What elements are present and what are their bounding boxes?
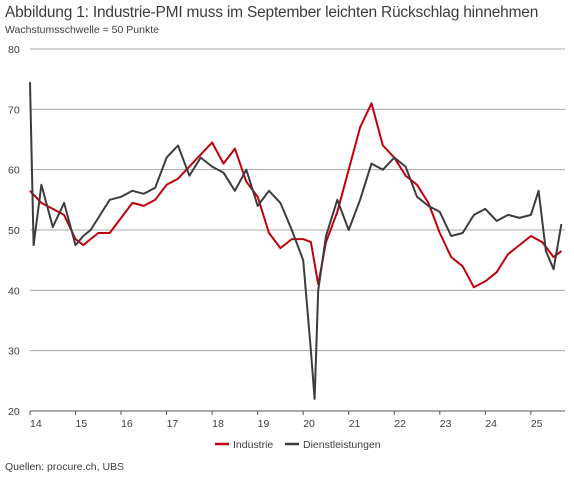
y-axis-tick-labels: 20 30 40 50 60 70 80 — [8, 44, 20, 418]
x-tick-label: 15 — [76, 418, 88, 430]
x-tick-label: 16 — [121, 418, 133, 430]
x-tick-label: 21 — [349, 418, 361, 430]
legend: Industrie Dienstleistungen — [215, 439, 381, 451]
x-tick-label: 18 — [212, 418, 224, 430]
legend-label-industrie: Industrie — [233, 439, 273, 451]
y-tick-label: 30 — [8, 346, 20, 358]
x-tick-label: 20 — [303, 418, 315, 430]
chart-title: Abbildung 1: Industrie-PMI muss im Septe… — [5, 4, 539, 21]
y-tick-label: 40 — [8, 285, 20, 297]
series-line-industrie — [29, 102, 563, 289]
y-tick-label: 70 — [8, 104, 20, 116]
x-tick-label: 23 — [440, 418, 452, 430]
y-tick-label: 80 — [8, 44, 20, 56]
chart-subtitle: Wachstumsschwelle = 50 Punkte — [5, 24, 159, 36]
y-tick-label: 50 — [8, 225, 20, 237]
x-tick-label: 14 — [30, 418, 42, 430]
x-tick-label: 19 — [258, 418, 270, 430]
grid-lines — [29, 48, 565, 415]
series-line-dienstleistungen — [29, 82, 563, 400]
legend-label-dienstleistungen: Dienstleistungen — [303, 439, 381, 451]
x-tick-label: 25 — [531, 418, 543, 430]
x-axis-tick-labels: 14 15 16 17 18 19 20 21 22 23 24 25 — [30, 418, 543, 430]
y-tick-label: 60 — [8, 165, 20, 177]
x-tick-label: 22 — [394, 418, 406, 430]
series-lines — [29, 82, 563, 400]
y-tick-label: 20 — [8, 406, 20, 418]
source-note: Quellen: procure.ch, UBS — [5, 461, 125, 473]
x-tick-label: 17 — [167, 418, 179, 430]
x-tick-label: 24 — [485, 418, 497, 430]
